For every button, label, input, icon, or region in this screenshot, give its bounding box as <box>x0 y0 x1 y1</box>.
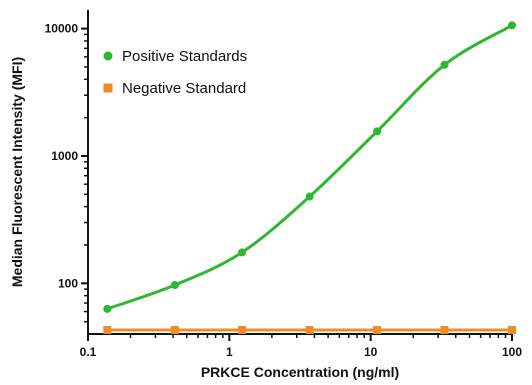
legend-marker <box>103 83 113 93</box>
data-point <box>103 325 112 334</box>
x-tick-label: 1 <box>226 345 233 359</box>
x-axis-title: PRKCE Concentration (ng/ml) <box>201 364 399 380</box>
data-point <box>508 21 516 30</box>
series-line <box>106 24 513 311</box>
legend-label: Positive Standards <box>122 48 247 65</box>
data-point <box>238 248 247 257</box>
legend: Positive Standards Negative Standard <box>103 48 247 97</box>
data-point <box>440 60 449 69</box>
data-point <box>238 325 247 334</box>
data-point <box>170 325 179 334</box>
y-tick-label: 1000 <box>51 149 78 163</box>
y-tick-label: 100 <box>58 276 78 290</box>
data-point <box>170 281 179 290</box>
data-point <box>103 304 112 313</box>
series-negative-standard <box>103 325 516 334</box>
data-point <box>508 325 516 334</box>
y-axis-title: Median Fluorescent Intensity (MFI) <box>9 57 25 287</box>
y-tick-label: 10000 <box>45 22 79 36</box>
series-positive-standards <box>103 21 516 313</box>
legend-marker <box>103 51 113 61</box>
x-tick-label: 100 <box>502 345 522 359</box>
data-point <box>440 325 449 334</box>
x-tick-label: 10 <box>364 345 378 359</box>
data-point <box>373 127 382 136</box>
axes <box>87 10 512 335</box>
data-point <box>305 192 314 201</box>
ticks: 0.1 1 10 100 100 1000 10000 <box>45 22 523 359</box>
data-point <box>373 325 382 334</box>
series-layer <box>103 21 516 334</box>
x-tick-label: 0.1 <box>80 345 97 359</box>
legend-label: Negative Standard <box>122 80 246 97</box>
data-point <box>305 325 314 334</box>
